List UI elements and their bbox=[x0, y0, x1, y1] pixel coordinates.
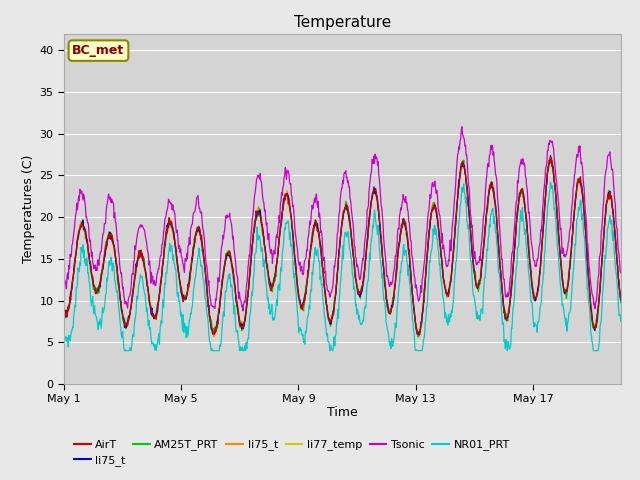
Legend: AirT, li75_t, AM25T_PRT, li75_t, li77_temp, Tsonic, NR01_PRT: AirT, li75_t, AM25T_PRT, li75_t, li77_te… bbox=[70, 435, 515, 470]
Y-axis label: Temperatures (C): Temperatures (C) bbox=[22, 155, 35, 263]
Text: BC_met: BC_met bbox=[72, 44, 125, 57]
X-axis label: Time: Time bbox=[327, 406, 358, 419]
Title: Temperature: Temperature bbox=[294, 15, 391, 30]
